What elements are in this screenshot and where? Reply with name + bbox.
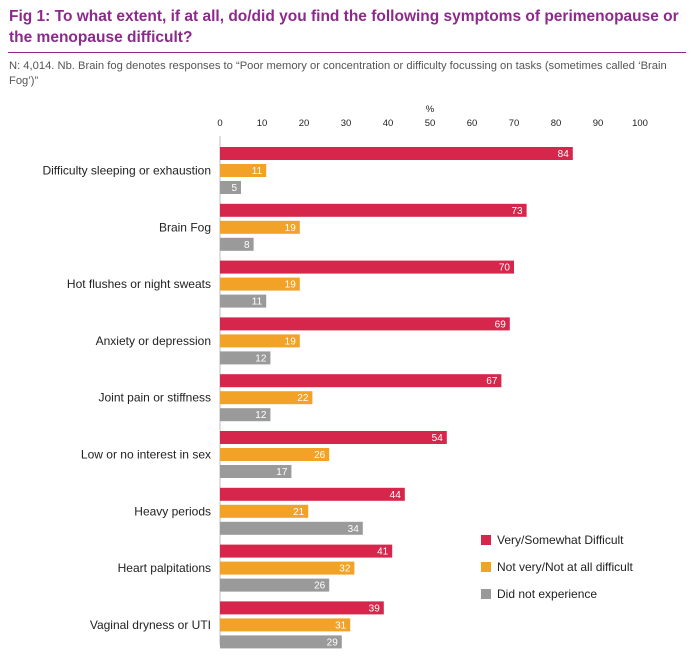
bar [220,601,384,615]
bar-value-label: 26 [314,581,326,592]
x-tick-label: 50 [425,118,436,129]
x-tick-label: 60 [467,118,478,129]
bar [220,521,363,535]
x-tick-label: 70 [509,118,520,129]
bar [220,448,330,461]
bar-value-label: 11 [252,297,263,308]
title-divider [8,52,686,53]
bar-value-label: 12 [255,353,267,364]
bar [220,561,355,575]
x-tick-label: 10 [257,118,268,129]
bar [220,408,271,422]
bar-value-label: 19 [285,336,297,347]
bar [220,578,330,592]
legend-item-did-not-experience: Did not experience [481,580,633,607]
bar [220,618,351,632]
bar-value-label: 17 [276,467,288,478]
bar [220,465,292,478]
bar-value-label: 44 [390,490,402,501]
bar [220,374,502,388]
bar [220,487,405,501]
legend-label-not-difficult: Not very/Not at all difficult [497,559,633,574]
x-tick-label: 80 [551,118,562,129]
bar [220,164,267,177]
bar-value-label: 11 [252,166,263,177]
bar-value-label: 21 [293,507,305,518]
bar [220,431,447,444]
chart-subtitle: N: 4,014. Nb. Brain fog denotes response… [9,60,667,87]
bar-value-label: 70 [499,263,511,274]
bar [220,260,514,274]
chart-title: Fig 1: To what extent, if at all, do/did… [9,8,679,46]
bar-value-label: 34 [348,524,360,535]
bar-value-label: 31 [335,620,347,631]
legend: Very/Somewhat Difficult Not very/Not at … [481,526,633,607]
bar [220,237,254,251]
bar-value-label: 22 [297,393,309,404]
bar [220,317,510,331]
legend-item-difficult: Very/Somewhat Difficult [481,526,633,553]
x-tick-label: 20 [299,118,310,129]
bar-value-label: 29 [327,637,339,648]
bar-value-label: 69 [495,319,507,330]
x-tick-label: 100 [632,118,648,129]
bar-value-label: 84 [558,149,570,160]
bar-value-label: 19 [285,223,297,234]
x-tick-label: 40 [383,118,394,129]
category-label: Joint pain or stiffness [98,391,211,405]
bar [220,351,271,365]
legend-swatch-not-difficult [481,561,491,572]
bar-value-label: 8 [244,240,250,251]
legend-swatch-did-not-experience [481,588,491,599]
bar [220,181,241,194]
bar-value-label: 67 [486,376,498,387]
category-label: Heavy periods [134,504,211,518]
bar [220,504,309,518]
legend-label-did-not-experience: Did not experience [497,586,598,601]
category-label: Heart palpitations [118,561,211,575]
legend-item-not-difficult: Not very/Not at all difficult [481,553,633,580]
bar-value-label: 5 [231,183,237,194]
bar-value-label: 32 [339,564,351,575]
bar [220,203,527,217]
bar-value-label: 12 [255,410,267,421]
bar [220,220,300,234]
category-label: Vaginal dryness or UTI [90,618,211,632]
x-tick-label: 90 [593,118,604,129]
category-label: Difficulty sleeping or exhaustion [42,164,211,178]
bar-value-label: 41 [377,547,389,558]
category-label: Low or no interest in sex [81,448,211,462]
bar-value-label: 19 [285,280,297,291]
x-tick-label: 30 [341,118,352,129]
category-label: Brain Fog [159,220,211,234]
x-axis-unit-label: % [426,104,435,115]
bar-value-label: 39 [369,603,381,614]
category-label: Hot flushes or night sweats [67,277,211,291]
bar [220,147,573,160]
bar-value-label: 73 [511,206,523,217]
bar [220,391,313,405]
legend-swatch-difficult [481,534,491,545]
bar [220,334,300,348]
category-label: Anxiety or depression [96,334,211,348]
x-tick-label: 0 [217,118,222,129]
bar [220,635,342,649]
bar-value-label: 54 [432,433,444,444]
bar [220,544,393,558]
bar-value-label: 26 [314,450,326,461]
legend-label-difficult: Very/Somewhat Difficult [497,532,624,547]
bar [220,294,267,308]
bar [220,277,300,291]
